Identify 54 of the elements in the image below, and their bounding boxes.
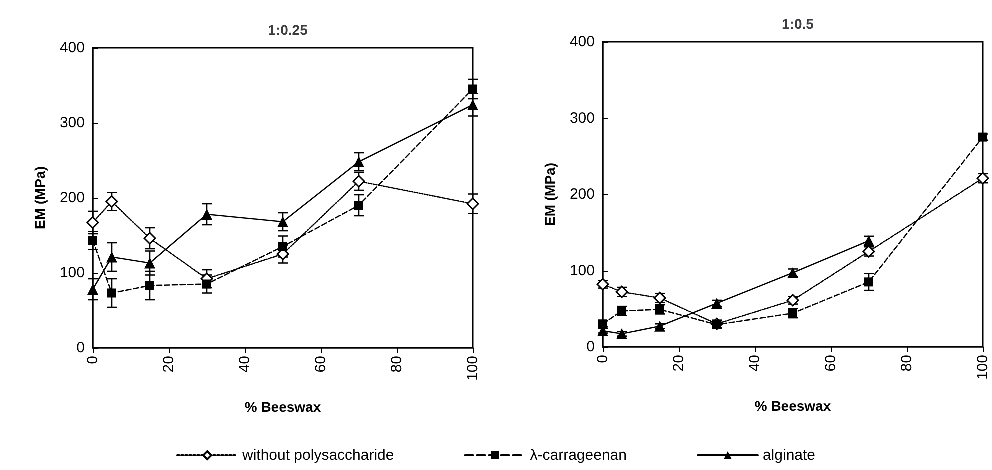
x-tick-label: 40	[746, 355, 764, 372]
x-tick-label: 20	[670, 355, 688, 372]
point	[598, 320, 608, 329]
point	[278, 242, 288, 252]
chart-title: 1:0.5	[782, 16, 814, 32]
point	[468, 100, 478, 110]
legend-label: λ-carrageenan	[530, 447, 627, 464]
y-axis-title: EM (MPa)	[32, 166, 48, 230]
point	[146, 281, 154, 290]
point	[144, 232, 156, 245]
x-tick-label: 60	[822, 355, 840, 372]
point	[88, 284, 98, 295]
legend-label: without polysaccharide	[241, 447, 394, 464]
x-tick-label: 0	[594, 355, 612, 364]
y-tick-label: 400	[570, 34, 595, 50]
y-tick-label: 100	[60, 264, 85, 282]
point	[354, 201, 364, 210]
y-tick-label: 200	[570, 186, 595, 203]
y-tick-label: 400	[60, 40, 85, 56]
y-tick-label: 300	[570, 110, 595, 127]
x-tick-label: 60	[312, 356, 330, 373]
point	[466, 198, 480, 210]
point	[278, 216, 288, 228]
y-axis-title: EM (MPa)	[542, 163, 558, 226]
y-tick-label: 200	[60, 190, 85, 206]
y-tick-label: 300	[60, 114, 85, 132]
legend-label: alginate	[762, 447, 816, 464]
point	[616, 328, 628, 340]
chart-title: 1:0.25	[268, 22, 308, 38]
point	[352, 175, 366, 188]
point	[106, 252, 118, 263]
x-tick-label: 20	[160, 356, 178, 373]
point	[864, 278, 874, 287]
point	[144, 258, 156, 269]
x-tick-label: 100	[974, 355, 992, 380]
x-axis-title: % Beeswax	[244, 399, 322, 415]
point	[654, 320, 666, 332]
point	[88, 236, 98, 246]
point	[978, 132, 988, 142]
point	[468, 84, 478, 94]
point	[202, 209, 212, 220]
x-tick-label: 0	[84, 356, 102, 364]
x-axis-title: % Beeswax	[754, 398, 832, 414]
point	[596, 278, 610, 291]
x-tick-label: 40	[236, 356, 254, 373]
x-tick-label: 80	[898, 355, 916, 372]
point	[354, 156, 364, 168]
point	[106, 196, 118, 208]
point	[202, 280, 212, 289]
x-tick-label: 100	[464, 356, 482, 382]
y-tick-label: 100	[570, 262, 595, 280]
x-tick-label: 80	[388, 356, 406, 373]
point	[86, 216, 100, 229]
point	[108, 288, 116, 298]
